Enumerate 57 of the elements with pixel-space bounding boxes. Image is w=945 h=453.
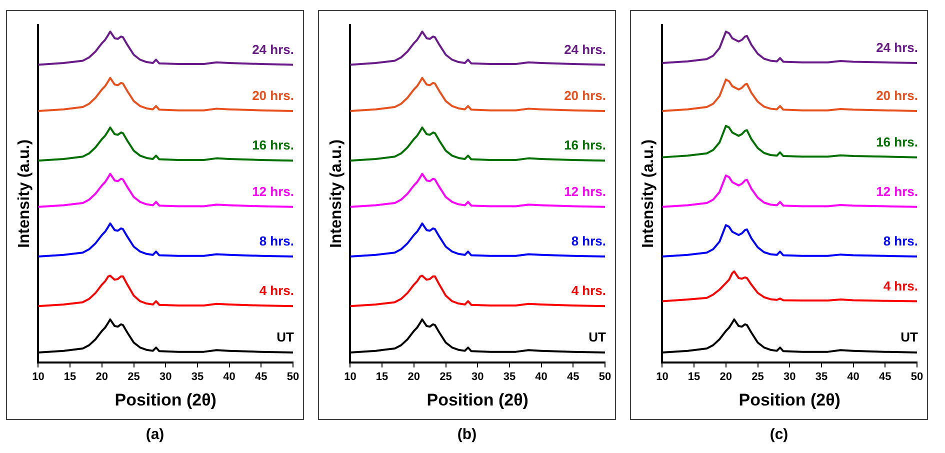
series-label: 8 hrs. — [259, 234, 294, 249]
x-tick-label: 15 — [376, 371, 388, 384]
x-tick-label: 40 — [535, 371, 548, 384]
series-label: 12 hrs. — [876, 184, 918, 200]
x-tick-label: 45 — [879, 371, 892, 384]
x-axis-title: Position (2θ) — [738, 390, 840, 410]
series-label: UT — [276, 330, 294, 345]
x-tick-label: 25 — [128, 371, 140, 384]
x-tick-label: 10 — [344, 371, 356, 384]
series-label: 20 hrs. — [876, 88, 918, 104]
series-label: 20 hrs. — [564, 88, 606, 104]
x-tick-label: 15 — [64, 371, 76, 384]
series-label: 4 hrs. — [259, 283, 294, 298]
x-tick-label: 35 — [503, 371, 516, 384]
series-label: 12 hrs. — [252, 184, 294, 200]
y-axis-title: Intensity (a.u.) — [640, 139, 658, 248]
x-tick-label: 35 — [815, 371, 828, 384]
text: (b) — [457, 426, 477, 443]
text: (c) — [770, 426, 788, 443]
x-tick-label: 10 — [656, 371, 668, 384]
series-label: 8 hrs. — [571, 234, 606, 249]
series-label: 20 hrs. — [252, 88, 294, 104]
series-label: 8 hrs. — [883, 234, 918, 249]
x-tick-label: 20 — [96, 371, 108, 384]
series-label: UT — [588, 330, 606, 345]
x-tick-label: 35 — [191, 371, 204, 384]
series-label: 16 hrs. — [564, 138, 606, 153]
series-label: 4 hrs. — [883, 278, 918, 294]
x-tick-label: 25 — [440, 371, 452, 384]
x-axis-title: Position (2θ) — [426, 390, 528, 410]
x-tick-label: 20 — [408, 371, 420, 384]
series-label: 24 hrs. — [564, 42, 606, 57]
x-tick-label: 40 — [847, 371, 860, 384]
x-tick-label: 10 — [32, 371, 44, 384]
series-label: UT — [900, 330, 918, 345]
x-tick-label: 30 — [783, 371, 796, 384]
series-label: 16 hrs. — [876, 134, 918, 150]
series-label: 4 hrs. — [571, 283, 606, 298]
y-axis-title: Intensity (a.u.) — [328, 139, 346, 248]
x-tick-label: 40 — [223, 371, 236, 384]
x-tick-label: 15 — [688, 371, 700, 384]
text: (a) — [146, 426, 164, 443]
x-tick-label: 50 — [598, 371, 612, 384]
series-label: 16 hrs. — [252, 138, 294, 153]
y-axis-title: Intensity (a.u.) — [16, 139, 34, 248]
x-tick-label: 20 — [720, 371, 732, 384]
series-label: 12 hrs. — [564, 184, 606, 200]
x-tick-label: 30 — [471, 371, 484, 384]
x-tick-label: 45 — [255, 371, 268, 384]
x-tick-label: 25 — [752, 371, 764, 384]
series-label: 24 hrs. — [252, 42, 294, 57]
series-label: 24 hrs. — [876, 40, 918, 56]
x-tick-label: 45 — [567, 371, 580, 384]
x-tick-label: 50 — [286, 371, 300, 384]
x-tick-label: 30 — [159, 371, 172, 384]
x-axis-title: Position (2θ) — [114, 390, 216, 410]
x-tick-label: 50 — [910, 371, 924, 384]
